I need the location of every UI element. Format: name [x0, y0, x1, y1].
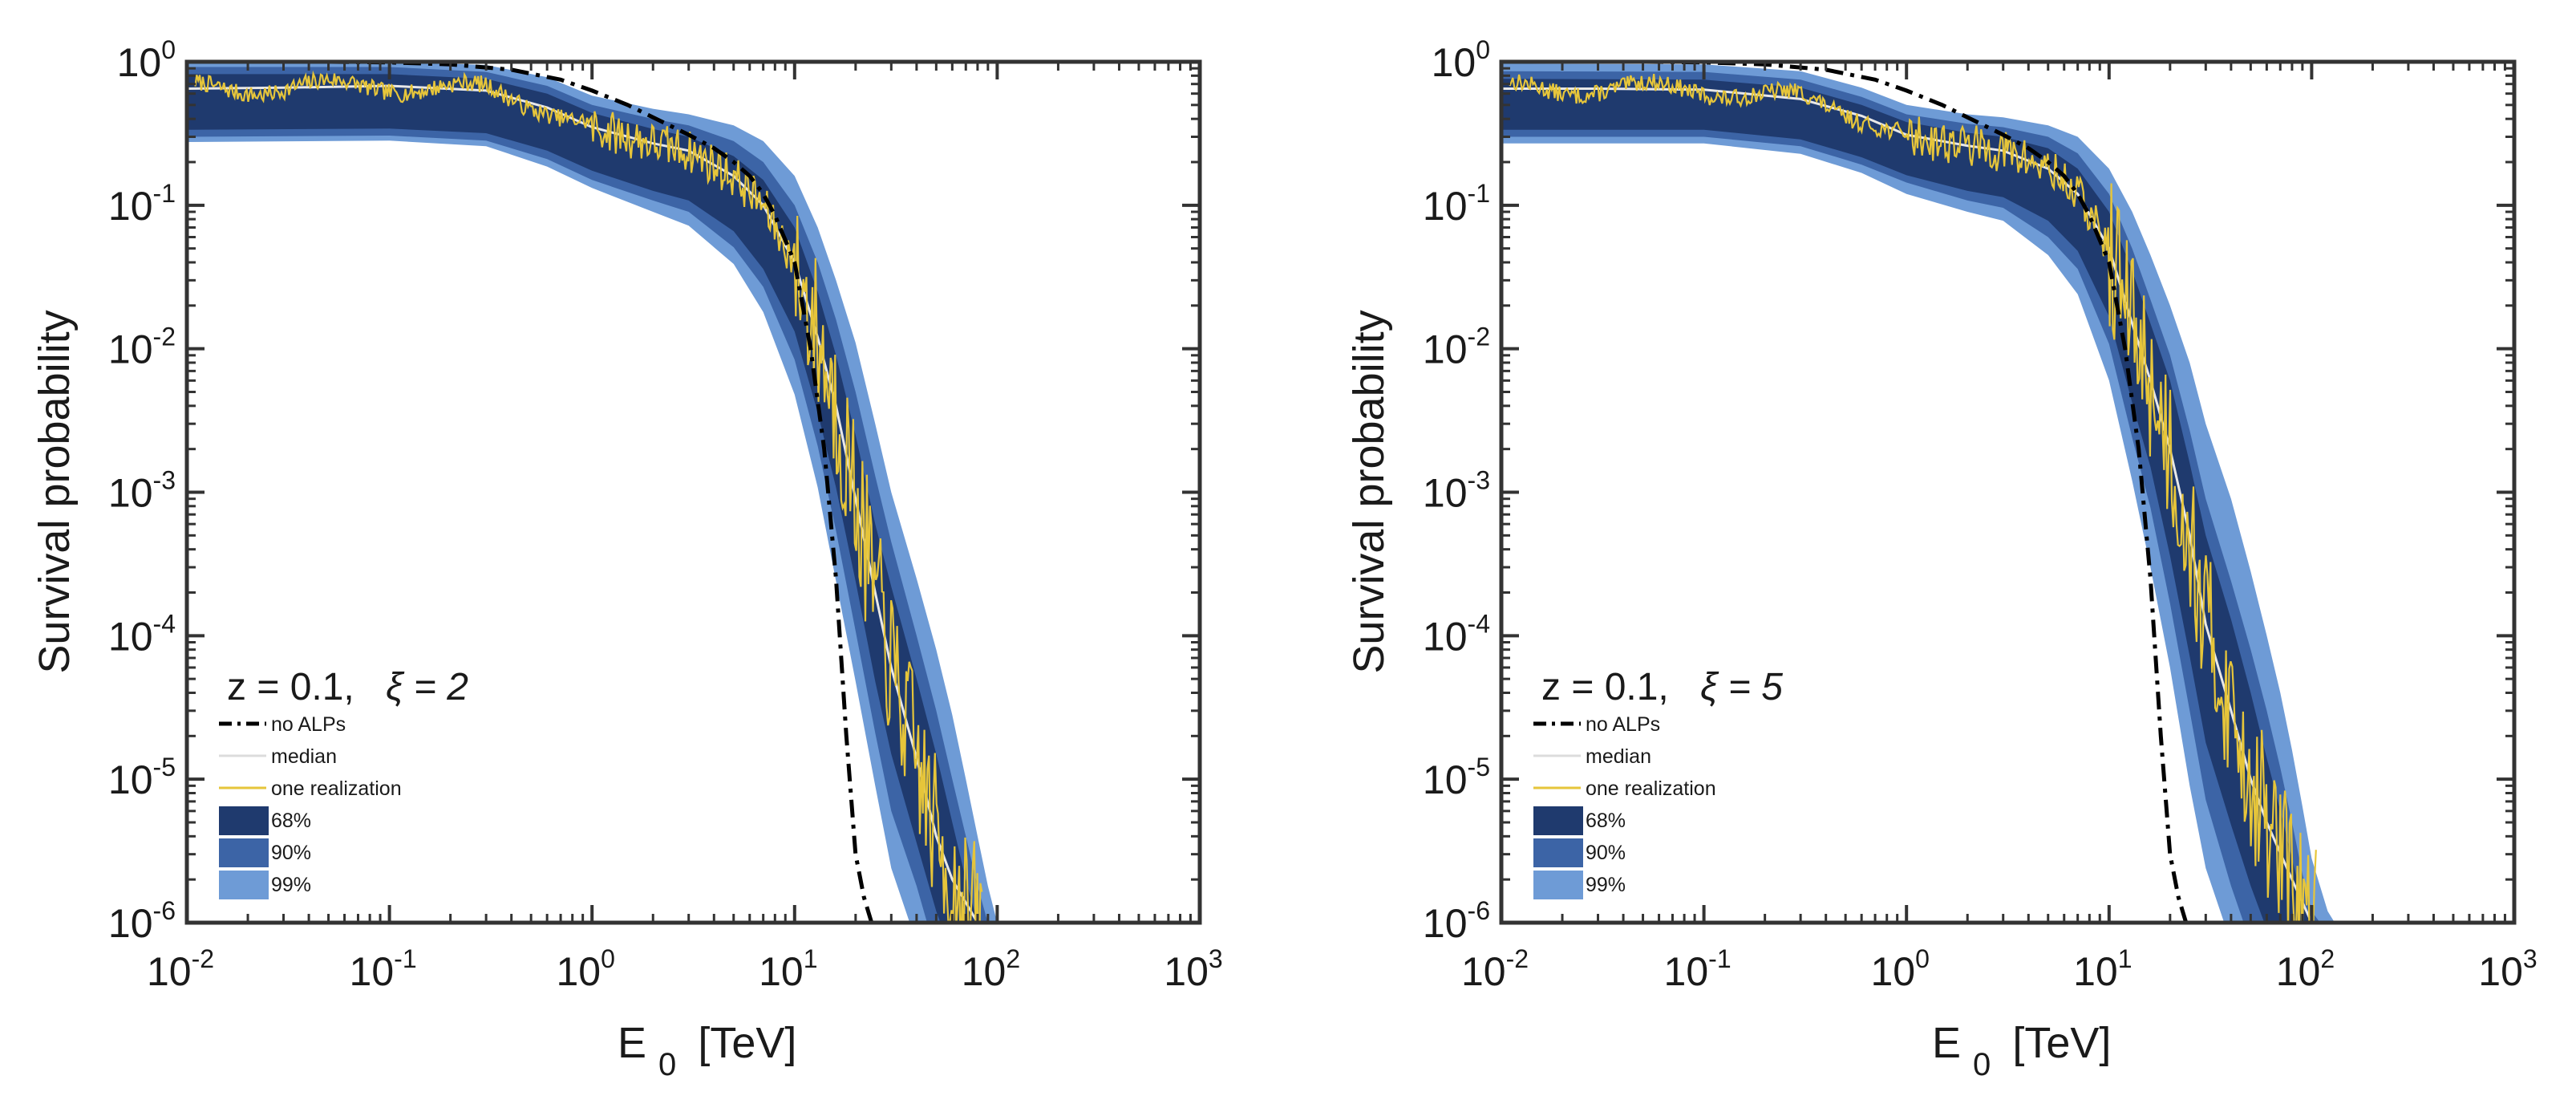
legend-label: median	[271, 745, 337, 768]
right-plot-area	[1501, 62, 2335, 923]
x-tick-label: 101	[759, 944, 817, 994]
right-x-axis-title: E 0 [TeV]	[1932, 1019, 2111, 1085]
legend-label: 99%	[271, 874, 311, 896]
x-tick-label: 10-2	[147, 944, 214, 994]
y-tick-label: 10-5	[1423, 753, 1490, 802]
legend-entry-99: 99%	[1533, 871, 1626, 899]
legend-label: 90%	[1586, 842, 1626, 864]
x-tick-label: 100	[556, 944, 614, 994]
legend-entry-68: 68%	[1533, 806, 1626, 835]
y-tick-label: 10-5	[108, 753, 176, 802]
left-panel: 10-2 10-1 100 101 102 103 100 10-1 10-2 10-3 10-4…	[30, 35, 1223, 1085]
x-tick-label: 10-1	[1664, 944, 1732, 994]
y-tick-label: 10-1	[1423, 179, 1490, 229]
right-no-alps-line	[1501, 62, 2189, 923]
left-y-tick-labels: 100 10-1 10-2 10-3 10-4 10-5 10-6	[108, 35, 176, 946]
y-tick-label: 10-1	[108, 179, 176, 229]
right-x-tick-labels: 10-2 10-1 100 101 102 103	[1461, 944, 2538, 994]
legend-entry-99: 99%	[219, 871, 311, 899]
legend-entry-no-alps: no ALPs	[1533, 713, 1660, 736]
y-tick-label: 10-6	[1423, 896, 1490, 946]
left-x-axis-title: E 0 [TeV]	[618, 1019, 796, 1085]
legend-label: one realization	[1586, 777, 1716, 800]
x-tick-label: 102	[962, 944, 1020, 994]
y-tick-label: 10-2	[108, 323, 176, 372]
legend-entry-no-alps: no ALPs	[219, 713, 346, 736]
left-plot-area	[187, 62, 998, 923]
y-tick-label: 10-4	[108, 609, 176, 659]
legend-label: 68%	[271, 810, 311, 832]
right-axis-ticks	[1500, 60, 2516, 924]
left-axis-ticks	[185, 60, 1201, 924]
left-legend: no ALPs median one realization 68% 90% 9…	[219, 713, 402, 899]
left-panel-title: z = 0.1, ξ = 2	[227, 666, 468, 708]
y-tick-label: 10-4	[1423, 609, 1490, 659]
right-y-axis-title: Survival probability	[1345, 310, 1393, 673]
legend-entry-one-realization: one realization	[1533, 777, 1716, 800]
right-panel-title: z = 0.1, ξ = 5	[1541, 666, 1783, 708]
legend-label: no ALPs	[1586, 713, 1660, 736]
x-tick-label: 101	[2073, 944, 2132, 994]
y-tick-label: 10-2	[1423, 323, 1490, 372]
right-panel: 10-2 10-1 100 101 102 103 100 10-1 10-2 10-3 10-4…	[1345, 35, 2538, 1085]
legend-entry-one-realization: one realization	[219, 777, 402, 800]
legend-entry-68: 68%	[219, 806, 311, 835]
x-tick-label: 103	[1164, 944, 1222, 994]
right-y-tick-labels: 100 10-1 10-2 10-3 10-4 10-5 10-6	[1423, 35, 1490, 946]
left-band-68	[187, 74, 978, 923]
legend-entry-median: median	[1533, 745, 1651, 768]
legend-entry-90: 90%	[1533, 838, 1626, 867]
legend-label: 90%	[271, 842, 311, 864]
x-tick-label: 103	[2478, 944, 2537, 994]
y-tick-label: 10-3	[108, 466, 176, 516]
legend-label: 68%	[1586, 810, 1626, 832]
left-y-axis-title: Survival probability	[30, 310, 79, 673]
legend-label: no ALPs	[271, 713, 346, 736]
right-legend: no ALPs median one realization 68% 90% 9…	[1533, 713, 1716, 899]
y-tick-label: 100	[1432, 35, 1490, 85]
y-tick-label: 10-6	[108, 896, 176, 946]
legend-entry-90: 90%	[219, 838, 311, 867]
left-x-tick-labels: 10-2 10-1 100 101 102 103	[147, 944, 1223, 994]
right-band-99	[1501, 63, 2335, 923]
right-realization-line	[1509, 73, 2317, 923]
x-tick-label: 102	[2276, 944, 2335, 994]
legend-label: median	[1586, 745, 1651, 768]
legend-label: one realization	[271, 777, 402, 800]
legend-label: 99%	[1586, 874, 1626, 896]
left-realization-line	[194, 70, 983, 923]
y-tick-label: 10-3	[1423, 466, 1490, 516]
y-tick-label: 100	[117, 35, 176, 85]
x-tick-label: 10-1	[350, 944, 417, 994]
x-tick-label: 100	[1870, 944, 1929, 994]
left-no-alps-line	[187, 62, 874, 923]
legend-entry-median: median	[219, 745, 337, 768]
x-tick-label: 10-2	[1461, 944, 1529, 994]
